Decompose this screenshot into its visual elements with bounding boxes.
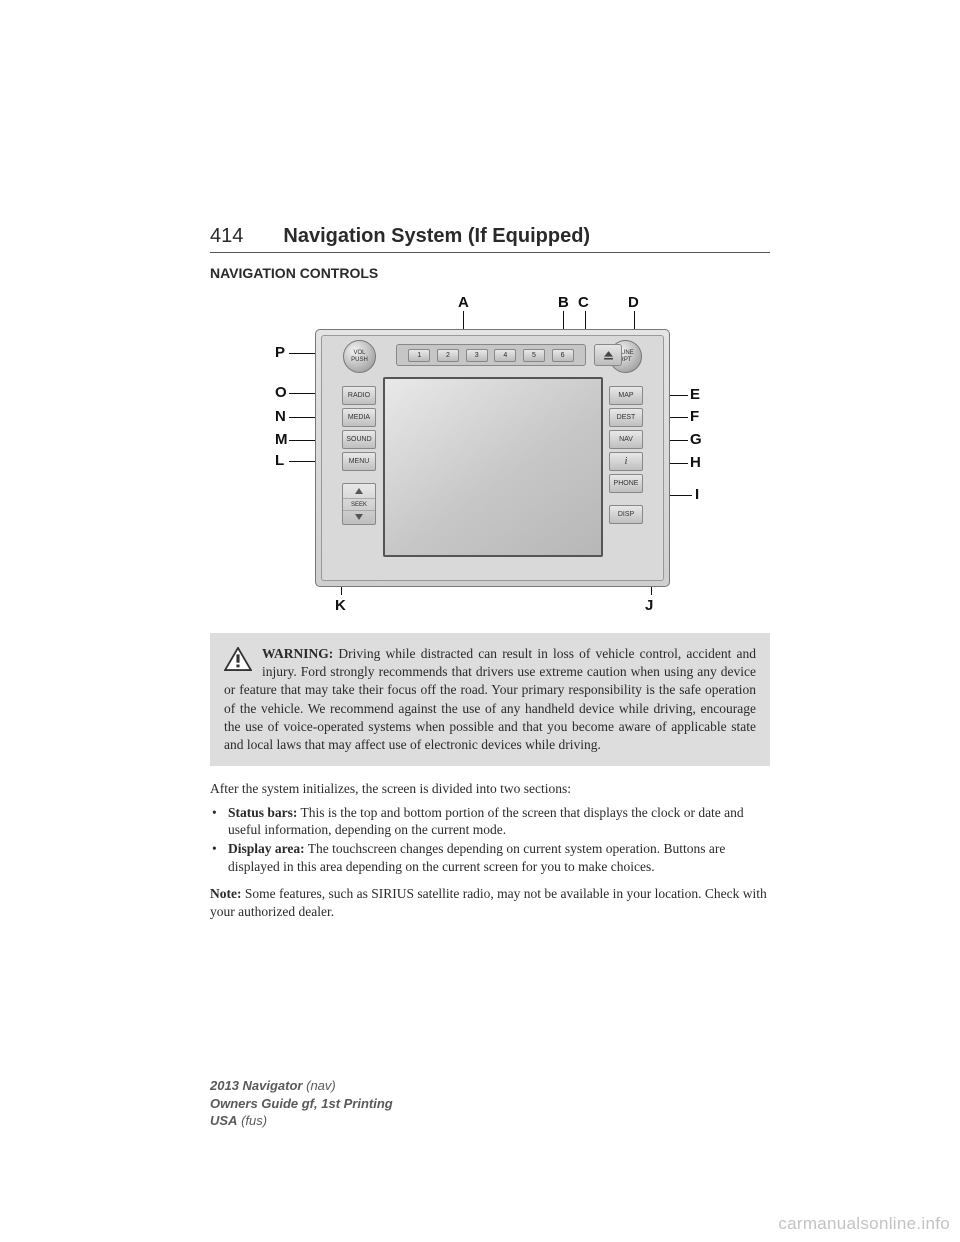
callout-O: O [275,385,287,400]
list-item-label: Status bars: [228,805,297,820]
callout-J: J [645,598,653,613]
list-item-text: This is the top and bottom portion of th… [228,805,744,838]
list-item-label: Display area: [228,841,305,856]
list-item: Display area: The touchscreen changes de… [224,840,770,875]
dest-button: DEST [609,408,643,427]
callout-C: C [578,295,589,310]
section-title: Navigation System (If Equipped) [283,225,590,248]
triangle-up-icon [355,488,363,494]
volume-knob: VOL PUSH [343,340,376,373]
preset-button: 5 [523,349,545,362]
callout-L: L [275,453,284,468]
page-number: 414 [210,225,243,248]
callout-N: N [275,409,286,424]
nav-button: NAV [609,430,643,449]
preset-button: 4 [494,349,516,362]
callout-M: M [275,432,288,447]
eject-button [594,344,622,366]
page-footer: 2013 Navigator (nav) Owners Guide gf, 1s… [210,1077,393,1130]
info-button: i [609,452,643,471]
callout-line [670,395,688,396]
triangle-down-icon [355,514,363,520]
media-button: MEDIA [342,408,376,427]
seek-button: SEEK [342,483,376,525]
callout-D: D [628,295,639,310]
eject-icon [603,350,614,361]
callout-line [463,311,464,329]
left-button-column: RADIO MEDIA SOUND MENU SEEK [342,386,376,525]
warning-text: Driving while distracted can result in l… [224,646,756,752]
map-button: MAP [609,386,643,405]
right-button-column: MAP DEST NAV i PHONE DISP [609,386,643,524]
nav-unit-body: VOL PUSH TUNE RPT 1 2 3 4 5 6 RADIO MEDI… [315,329,670,587]
preset-button: 3 [466,349,488,362]
footer-region-code: (fus) [237,1113,267,1128]
preset-bar: 1 2 3 4 5 6 [396,344,586,366]
warning-triangle-icon [224,647,252,671]
footer-code: (nav) [303,1078,336,1093]
callout-K: K [335,598,346,613]
navigation-unit-figure: A B C D P O N M L E F G H I K J [275,295,705,615]
seek-label: SEEK [343,498,375,511]
callout-E: E [690,387,700,402]
callout-line [670,440,688,441]
callout-line [670,495,692,496]
callout-P: P [275,345,285,360]
note-label: Note: [210,886,241,901]
callout-F: F [690,409,699,424]
touchscreen [383,377,603,557]
phone-button: PHONE [609,474,643,493]
preset-button: 2 [437,349,459,362]
callout-I: I [695,487,699,502]
body-note: Note: Some features, such as SIRIUS sate… [210,885,770,920]
body-intro: After the system initializes, the screen… [210,780,770,798]
footer-model: 2013 Navigator [210,1078,303,1093]
preset-button: 6 [552,349,574,362]
callout-B: B [558,295,569,310]
callout-A: A [458,295,469,310]
disp-button: DISP [609,505,643,524]
page-header: 414 Navigation System (If Equipped) [210,225,770,253]
footer-guide: Owners Guide gf, 1st Printing [210,1095,393,1113]
subheading: NAVIGATION CONTROLS [210,265,770,281]
radio-button: RADIO [342,386,376,405]
note-text: Some features, such as SIRIUS satellite … [210,886,767,919]
list-item: Status bars: This is the top and bottom … [224,804,770,839]
callout-H: H [690,455,701,470]
preset-button: 1 [408,349,430,362]
callout-line [670,463,688,464]
watermark: carmanualsonline.info [778,1214,950,1234]
warning-label: WARNING: [262,646,333,661]
footer-region: USA [210,1113,237,1128]
sound-button: SOUND [342,430,376,449]
callout-line [585,311,586,329]
warning-box: WARNING: Driving while distracted can re… [210,633,770,766]
callout-line [670,417,688,418]
callout-G: G [690,432,702,447]
body-list: Status bars: This is the top and bottom … [210,804,770,875]
menu-button: MENU [342,452,376,471]
